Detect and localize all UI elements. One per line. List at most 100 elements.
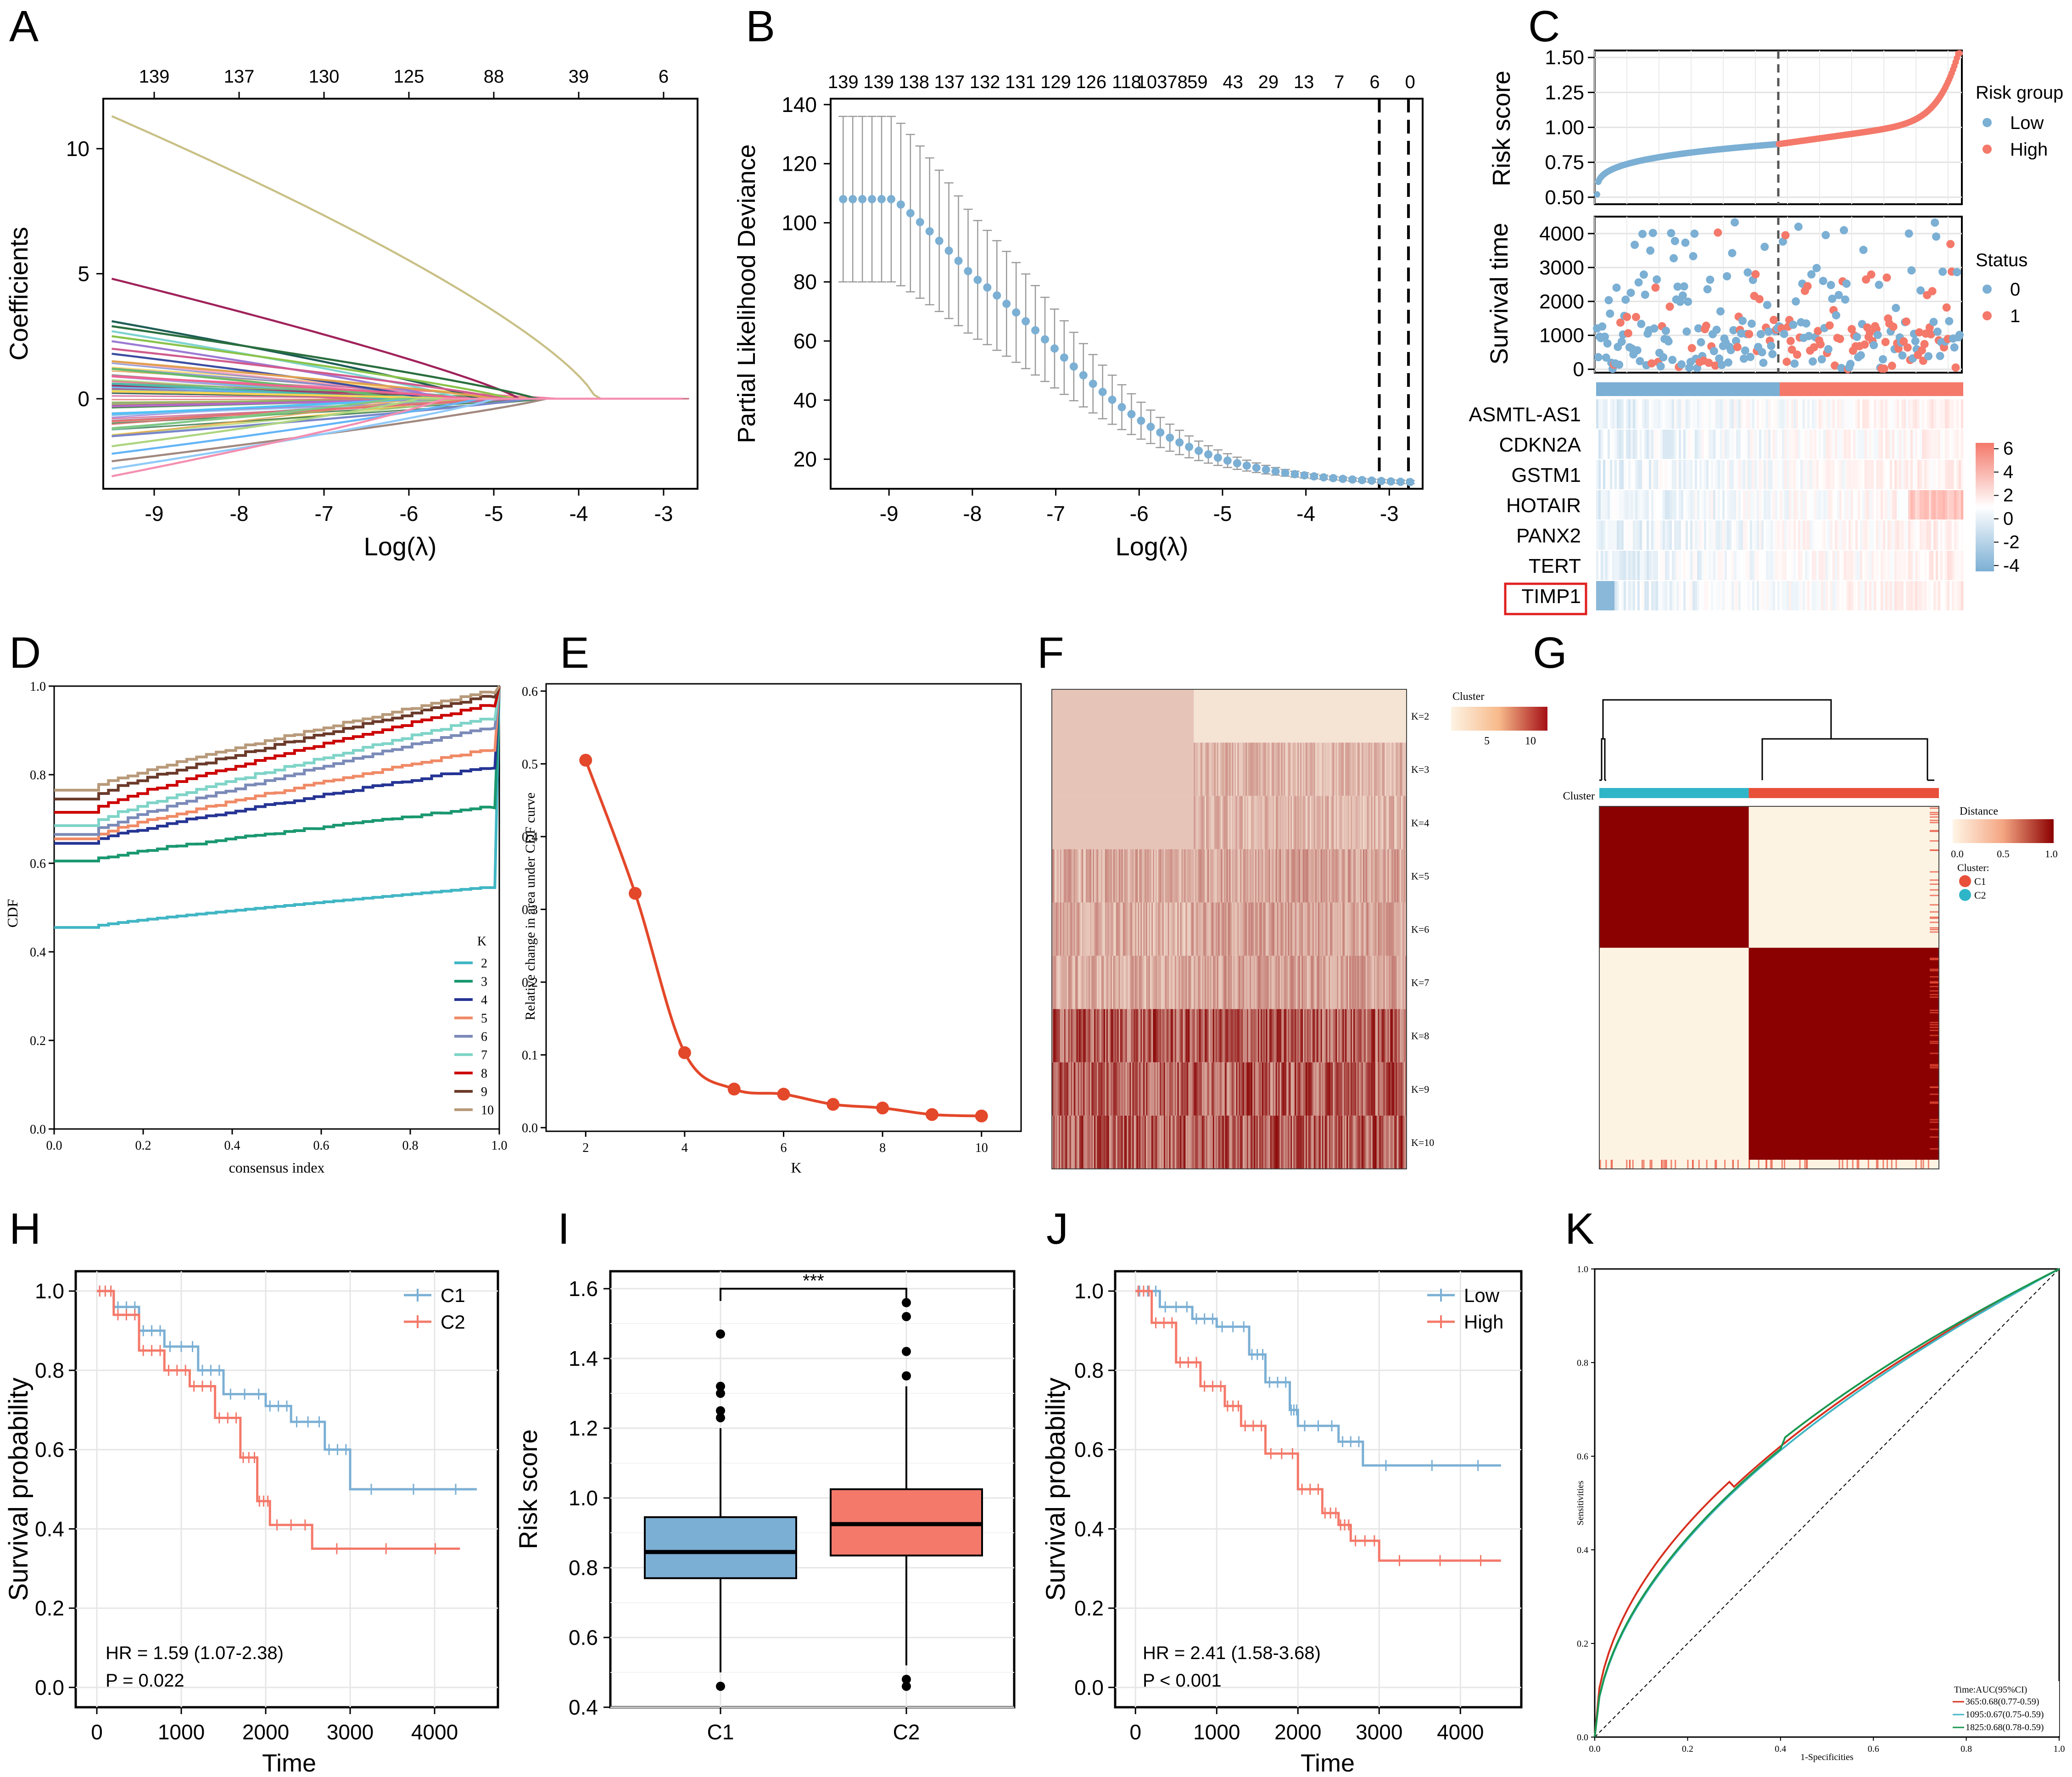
tracking-cell <box>1286 902 1288 956</box>
tracking-cell <box>1357 1062 1359 1116</box>
survival-time-point <box>1662 326 1670 335</box>
heatmap-cell <box>1697 551 1700 580</box>
box-y-tick-label: 1.0 <box>569 1486 598 1510</box>
tracking-cell <box>1114 743 1117 796</box>
tracking-cell <box>1145 1009 1146 1062</box>
heatmap-cell <box>1681 460 1684 489</box>
tracking-cell <box>1135 1062 1137 1116</box>
tracking-cell <box>1086 689 1088 743</box>
tracking-cell <box>1183 689 1184 743</box>
tracking-cell <box>1285 1115 1287 1169</box>
heatmap-cell <box>1656 399 1659 429</box>
heatmap-cell <box>1718 551 1720 580</box>
tracking-cell <box>1215 1062 1218 1116</box>
heatmap-cell <box>1603 490 1606 520</box>
heatmap-cell <box>1702 551 1704 580</box>
tracking-cell <box>1262 1115 1264 1169</box>
tracking-cell <box>1358 1009 1361 1062</box>
heatmap-cell <box>1791 551 1794 580</box>
survival-time-point <box>1673 282 1682 291</box>
tracking-cell <box>1177 1009 1179 1062</box>
tracking-cell <box>1158 849 1160 903</box>
heatmap-cell <box>1837 460 1840 489</box>
tracking-cell <box>1136 902 1138 956</box>
tracking-cell <box>1365 1115 1368 1169</box>
box-y-tick-label: 1.4 <box>569 1347 598 1370</box>
consensus-edge-cell <box>1629 1160 1631 1169</box>
tracking-cell <box>1078 1062 1079 1116</box>
heatmap-cell <box>1821 399 1824 429</box>
tracking-cell <box>1320 849 1323 903</box>
tracking-cell <box>1326 956 1328 1009</box>
tracking-cell <box>1100 956 1101 1009</box>
heatmap-cell <box>1688 490 1691 520</box>
tracking-cell <box>1156 1115 1159 1169</box>
tracking-cell <box>1322 796 1324 849</box>
tracking-cell <box>1355 689 1357 743</box>
heatmap-cell <box>1855 490 1858 520</box>
tracking-cell <box>1326 902 1328 956</box>
survival-time-point <box>1842 279 1851 288</box>
heatmap-cell <box>1715 430 1718 459</box>
tracking-cell <box>1188 1115 1190 1169</box>
heatmap-cell <box>1706 581 1709 610</box>
tracking-cell <box>1385 1009 1386 1062</box>
heatmap-cell <box>1649 490 1652 520</box>
heatmap-cell <box>1745 399 1748 429</box>
heatmap-cell <box>1952 551 1955 580</box>
tracking-cell <box>1296 1062 1298 1116</box>
tracking-cell <box>1073 902 1076 956</box>
heatmap-cell <box>1663 399 1665 429</box>
tracking-cell <box>1072 849 1074 903</box>
tracking-cell <box>1139 902 1141 956</box>
heatmap-cell <box>1628 551 1631 580</box>
heatmap-cell <box>1933 581 1936 610</box>
legend-label-k2: 2 <box>481 956 487 971</box>
tracking-cell <box>1271 1009 1273 1062</box>
tracking-cell <box>1273 1115 1275 1169</box>
tracking-cell <box>1106 902 1108 956</box>
tracking-cell <box>1212 1009 1215 1062</box>
tracking-cell <box>1243 1009 1245 1062</box>
consensus-edge-cell <box>1930 1034 1939 1036</box>
survival-time-point <box>1924 352 1933 361</box>
tracking-cell <box>1078 1115 1079 1169</box>
consensus-edge-cell <box>1804 1160 1806 1169</box>
tracking-cell <box>1183 1009 1184 1062</box>
tracking-cell <box>1275 956 1278 1009</box>
heatmap-cell <box>1796 399 1798 429</box>
tracking-cell <box>1345 902 1347 956</box>
heatmap-cell <box>1614 399 1617 429</box>
heatmap-cell <box>1663 581 1665 610</box>
heatmap-cell <box>1865 520 1867 550</box>
heatmap-cell <box>1832 460 1835 489</box>
cluster-bar-c1 <box>1599 788 1749 798</box>
tracking-cell <box>1076 1009 1078 1062</box>
tracking-cell <box>1274 796 1276 849</box>
tracking-cell <box>1093 902 1095 956</box>
tracking-cell <box>1120 743 1122 796</box>
tracking-cell <box>1252 902 1254 956</box>
tracking-cell <box>1356 743 1358 796</box>
tracking-cell <box>1391 956 1393 1009</box>
tracking-cell <box>1327 902 1329 956</box>
heatmap-cell <box>1897 430 1899 459</box>
heatmap-cell <box>1608 520 1610 550</box>
tracking-cell <box>1368 689 1370 743</box>
tracking-cell <box>1117 1062 1119 1116</box>
heatmap-cell <box>1812 490 1815 520</box>
tracking-cell <box>1223 1115 1226 1169</box>
heatmap-cell <box>1869 430 1872 459</box>
tracking-cell <box>1337 849 1339 903</box>
tracking-cell <box>1054 1009 1056 1062</box>
heatmap-cell <box>1704 399 1707 429</box>
tracking-cell <box>1349 743 1351 796</box>
heatmap-cell <box>1793 581 1796 610</box>
tracking-cell <box>1390 1009 1392 1062</box>
tracking-cell <box>1201 956 1202 1009</box>
tracking-cell <box>1076 956 1078 1009</box>
tracking-cell <box>1188 902 1190 956</box>
tracking-cell <box>1103 1062 1106 1116</box>
heatmap-cell <box>1690 490 1693 520</box>
survival-time-point <box>1684 297 1692 306</box>
